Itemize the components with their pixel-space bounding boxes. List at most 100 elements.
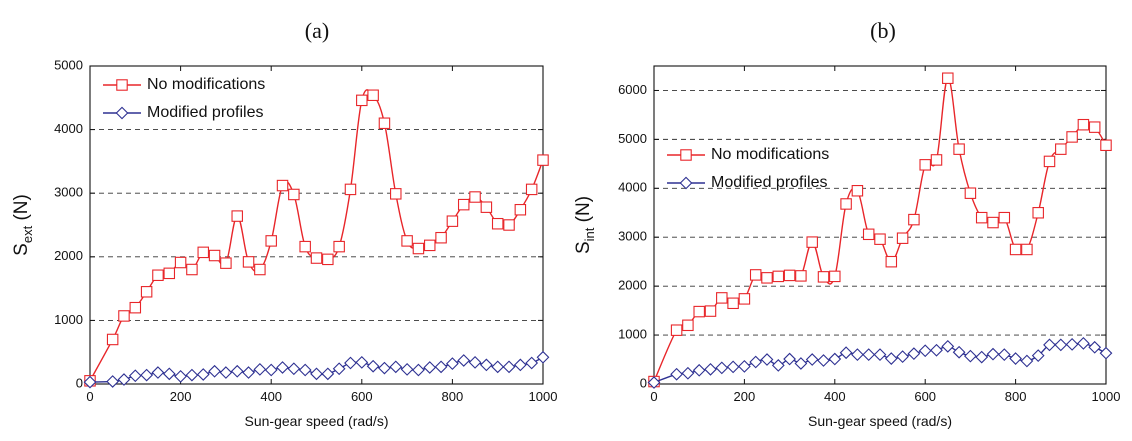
legend-marker xyxy=(679,176,693,190)
data-point xyxy=(693,305,705,318)
data-point xyxy=(1077,337,1090,350)
data-point xyxy=(152,269,164,281)
legend-entry: Modified profiles xyxy=(103,104,264,121)
y-tick-label: 5000 xyxy=(54,57,83,72)
data-point xyxy=(1054,338,1068,352)
y-axis-title-subscript: int xyxy=(582,227,597,241)
y-axis-title: Sint (N) xyxy=(573,196,597,254)
data-point xyxy=(851,185,864,197)
data-point xyxy=(670,324,683,336)
series-no-modifications xyxy=(648,72,1112,388)
y-axis-title-unit: (N) xyxy=(11,194,32,226)
data-point xyxy=(908,213,920,226)
data-point xyxy=(491,360,505,374)
legend-label: No modifications xyxy=(711,146,829,163)
x-tick-label: 0 xyxy=(650,389,657,404)
data-point xyxy=(356,94,368,107)
data-point xyxy=(378,361,391,375)
data-point xyxy=(704,305,717,317)
data-point xyxy=(1032,207,1044,219)
data-point xyxy=(310,367,323,381)
y-tick-label: 3000 xyxy=(54,185,83,200)
data-point xyxy=(930,343,943,357)
y-tick-label: 0 xyxy=(76,375,83,390)
data-point xyxy=(491,217,504,230)
y-axis-title-unit: (N) xyxy=(573,196,594,228)
data-point xyxy=(288,188,300,201)
y-axis-title: Sext (N) xyxy=(11,194,35,256)
data-point xyxy=(716,292,728,304)
data-point xyxy=(276,361,289,374)
y-tick-label: 1000 xyxy=(54,312,83,327)
x-tick-label: 200 xyxy=(170,389,192,404)
data-point xyxy=(298,363,312,377)
data-point xyxy=(738,360,751,373)
legend-entry: No modifications xyxy=(667,146,829,163)
data-point xyxy=(434,360,448,374)
data-point xyxy=(862,348,876,362)
data-point xyxy=(242,256,255,268)
x-axis-title: Sun-gear speed (rad/s) xyxy=(808,413,952,429)
data-point xyxy=(941,339,955,353)
data-point xyxy=(457,354,471,367)
data-point xyxy=(196,368,210,381)
y-tick-label: 1000 xyxy=(618,327,647,342)
data-point xyxy=(186,263,198,276)
data-point xyxy=(514,203,527,216)
data-point xyxy=(997,348,1011,362)
data-point xyxy=(390,188,402,200)
data-point xyxy=(964,349,977,363)
legend-marker xyxy=(116,79,128,91)
data-point xyxy=(513,358,527,372)
data-point xyxy=(1100,139,1112,152)
x-tick-label: 400 xyxy=(824,389,846,404)
data-point xyxy=(129,301,142,314)
data-point xyxy=(783,269,796,282)
data-point xyxy=(366,359,380,373)
data-point xyxy=(322,253,334,266)
data-point xyxy=(1009,243,1022,256)
data-point xyxy=(1077,118,1090,131)
data-point xyxy=(219,366,233,379)
legend-label: Modified profiles xyxy=(147,104,264,121)
data-point xyxy=(715,361,729,375)
chart-panel-a: (a) 0 1000 2000 3000 4000 5000 0 200 400 600 800 100… xyxy=(11,18,557,429)
data-point xyxy=(163,267,176,280)
data-point xyxy=(389,360,403,374)
data-point xyxy=(907,347,921,361)
plot-frame xyxy=(653,65,1107,385)
data-point xyxy=(208,364,221,378)
data-point xyxy=(310,252,323,264)
data-point xyxy=(264,363,278,377)
data-point xyxy=(1021,243,1033,256)
data-point xyxy=(704,362,717,376)
data-point xyxy=(930,154,943,166)
data-point xyxy=(998,211,1011,224)
data-point xyxy=(412,242,425,255)
data-point xyxy=(726,360,740,374)
data-point xyxy=(230,364,244,378)
panel-label: (b) xyxy=(870,18,896,43)
series-no-modifications xyxy=(84,89,549,387)
y-axis-title-main: S xyxy=(573,241,594,254)
data-point xyxy=(299,240,311,253)
data-point xyxy=(749,269,762,281)
data-point xyxy=(502,360,516,374)
data-point xyxy=(162,367,176,381)
data-point xyxy=(829,270,841,283)
data-point xyxy=(1020,354,1034,368)
x-tick-label: 600 xyxy=(351,389,373,404)
data-point xyxy=(332,362,346,376)
data-point xyxy=(817,271,830,283)
x-tick-label: 0 xyxy=(86,389,93,404)
data-point xyxy=(287,362,301,376)
chart-panel-b: (b) 0 1000 2000 3000 4000 5000 6000 0 200 400 600 80… xyxy=(573,18,1120,429)
data-point xyxy=(884,352,898,365)
legend-marker xyxy=(115,106,129,120)
data-point xyxy=(185,368,199,382)
y-tick-label: 2000 xyxy=(618,278,647,293)
series-modified-profiles xyxy=(647,337,1113,389)
data-point xyxy=(839,346,853,360)
legend-marker xyxy=(680,149,692,161)
data-point xyxy=(942,72,954,84)
